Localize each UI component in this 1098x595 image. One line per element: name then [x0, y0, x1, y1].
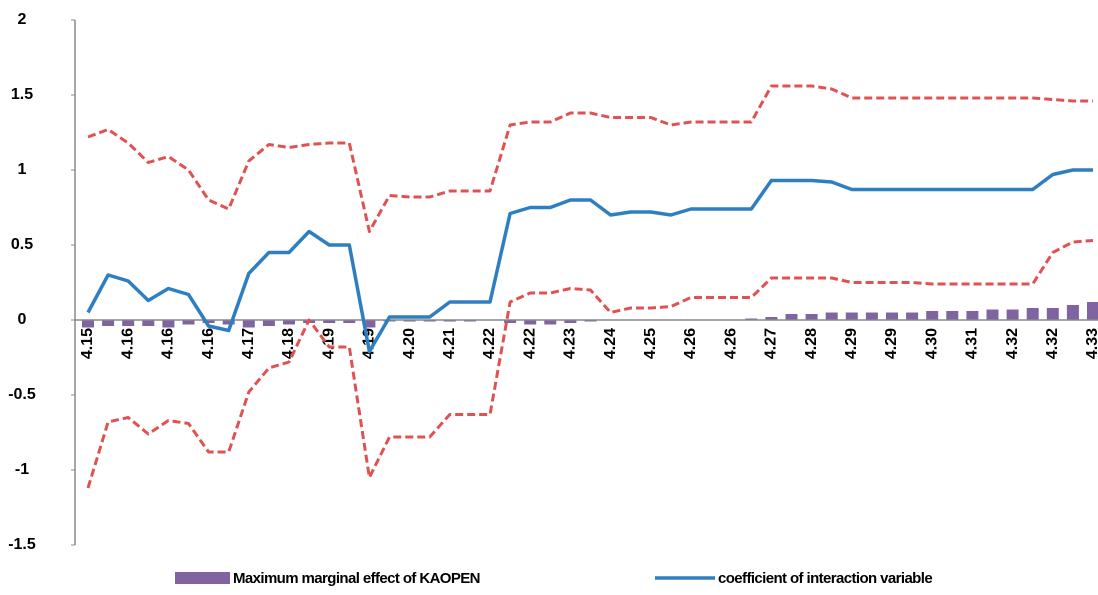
- legend-label: coefficient of interaction variable: [718, 570, 932, 587]
- bar: [1066, 305, 1079, 320]
- bar: [1046, 308, 1059, 320]
- bar: [865, 312, 878, 320]
- x-tick-label: 4.15: [79, 328, 96, 359]
- bar: [845, 312, 858, 320]
- bar: [182, 320, 195, 325]
- x-tick-label: 4.17: [240, 328, 257, 359]
- bar: [504, 320, 517, 323]
- x-tick-label: 4.16: [119, 328, 136, 359]
- bar: [564, 320, 577, 323]
- x-tick-label: 4.31: [964, 328, 981, 359]
- bar: [323, 320, 336, 323]
- bar: [122, 320, 135, 326]
- bar: [1026, 308, 1039, 320]
- x-tick-label: 4.28: [803, 328, 820, 359]
- x-tick-label: 4.25: [642, 328, 659, 359]
- y-tick-label: 0.5: [11, 236, 33, 253]
- x-tick-label: 4.29: [883, 328, 900, 359]
- bar: [82, 320, 94, 328]
- bar: [926, 311, 939, 320]
- x-tick-label: 4.26: [682, 328, 699, 359]
- x-tick-label: 4.29: [843, 328, 860, 359]
- bar: [946, 311, 959, 320]
- bar: [222, 320, 235, 325]
- bar: [906, 312, 919, 320]
- line: [86, 168, 1093, 354]
- bar: [142, 320, 155, 326]
- y-tick-label: 2: [18, 11, 27, 28]
- x-tick-label: 4.22: [481, 328, 498, 359]
- bar: [524, 320, 537, 325]
- bar: [242, 320, 255, 328]
- bar: [785, 314, 798, 320]
- bar: [966, 311, 979, 320]
- bar: [986, 309, 999, 320]
- x-tick-label: 4.26: [722, 328, 739, 359]
- x-tick-label: 4.33: [1084, 328, 1098, 359]
- x-tick-label: 4.24: [602, 328, 619, 359]
- bar: [1087, 302, 1098, 320]
- x-tick-label: 4.27: [763, 328, 780, 359]
- x-tick-label: 4.23: [562, 328, 579, 359]
- x-tick-label: 4.20: [401, 328, 418, 359]
- x-tick-label: 4.18: [280, 328, 297, 359]
- y-tick-label: -0.5: [8, 386, 36, 403]
- bar: [363, 320, 376, 328]
- legend-swatch: [175, 572, 230, 584]
- bar: [202, 320, 215, 323]
- y-tick-label: -1.5: [8, 536, 36, 553]
- bar: [765, 317, 778, 320]
- bar: [343, 320, 356, 323]
- y-tick-label: 1.5: [11, 86, 33, 103]
- band-line: [86, 239, 1094, 489]
- x-tick-label: 4.19: [320, 328, 337, 359]
- x-tick-label: 4.32: [1044, 328, 1061, 359]
- band-line: [87, 84, 1093, 233]
- bar: [805, 314, 818, 320]
- x-tick-label: 4.16: [200, 328, 217, 359]
- bar: [102, 320, 115, 326]
- bar: [283, 320, 295, 325]
- x-tick-label: 4.32: [1004, 328, 1021, 359]
- bar: [262, 320, 275, 326]
- bar: [544, 320, 557, 325]
- legend-label: Maximum marginal effect of KAOPEN: [233, 570, 480, 587]
- x-tick-label: 4.22: [521, 328, 538, 359]
- bar: [825, 312, 838, 320]
- y-tick-label: 1: [18, 161, 27, 178]
- y-tick-label: 0: [18, 311, 27, 328]
- x-tick-label: 4.16: [160, 328, 177, 359]
- bar: [1006, 309, 1019, 320]
- x-tick-label: 4.30: [923, 328, 940, 359]
- x-tick-label: 4.21: [441, 328, 458, 359]
- y-tick-label: -1: [15, 461, 29, 478]
- bar: [886, 312, 898, 320]
- bar: [162, 320, 175, 328]
